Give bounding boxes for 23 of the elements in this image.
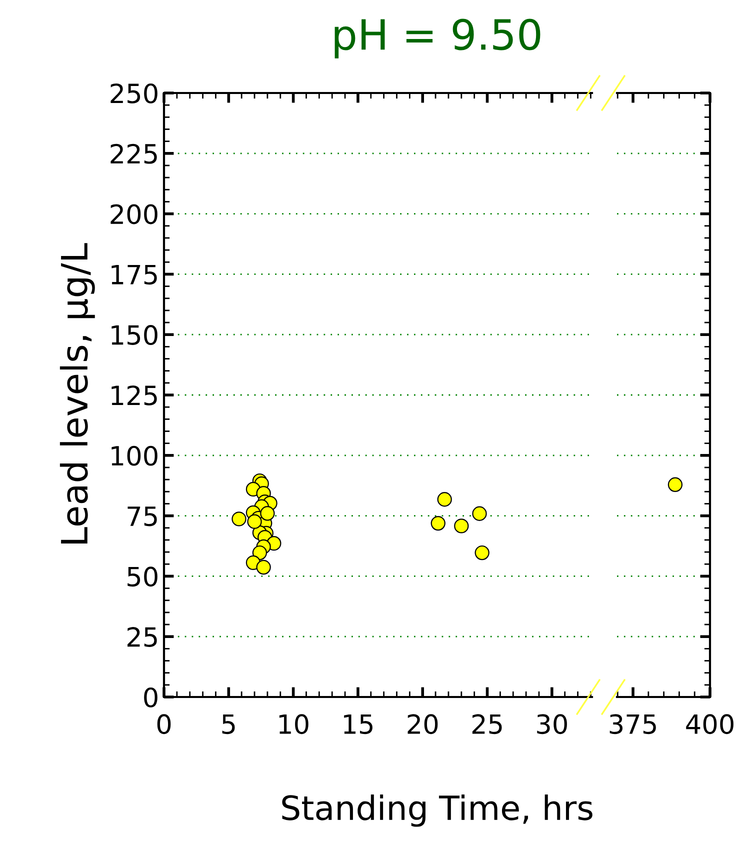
x-tick-label: 400 (686, 714, 734, 734)
y-tick-label: 175 (112, 264, 157, 285)
y-tick-label: 150 (112, 325, 158, 345)
y-tick-label: 50 (128, 566, 158, 587)
x-tick-label: 375 (610, 714, 656, 734)
x-tick-label: 25 (472, 714, 502, 734)
x-tick-label: 30 (537, 714, 567, 734)
y-tick-label: 0 (144, 687, 158, 708)
chart-title: pH = 9.50 (334, 18, 540, 58)
x-tick-label: 20 (408, 714, 438, 734)
x-tick-label: 0 (157, 714, 171, 734)
y-axis-title: Lead levels, µg/L (60, 243, 95, 544)
y-tick-label: 125 (112, 385, 157, 406)
y-tick-label: 250 (110, 83, 158, 104)
y-tick-label: 100 (112, 446, 158, 466)
x-tick-label: 15 (344, 714, 372, 734)
y-tick-label: 25 (127, 627, 157, 647)
x-tick-label: 10 (279, 714, 308, 734)
y-tick-label: 225 (110, 144, 157, 164)
x-axis-title: Standing Time, hrs (282, 794, 592, 827)
y-tick-label: 200 (110, 204, 158, 224)
x-tick-label: 5 (222, 714, 235, 734)
y-tick-label: 75 (128, 506, 157, 526)
